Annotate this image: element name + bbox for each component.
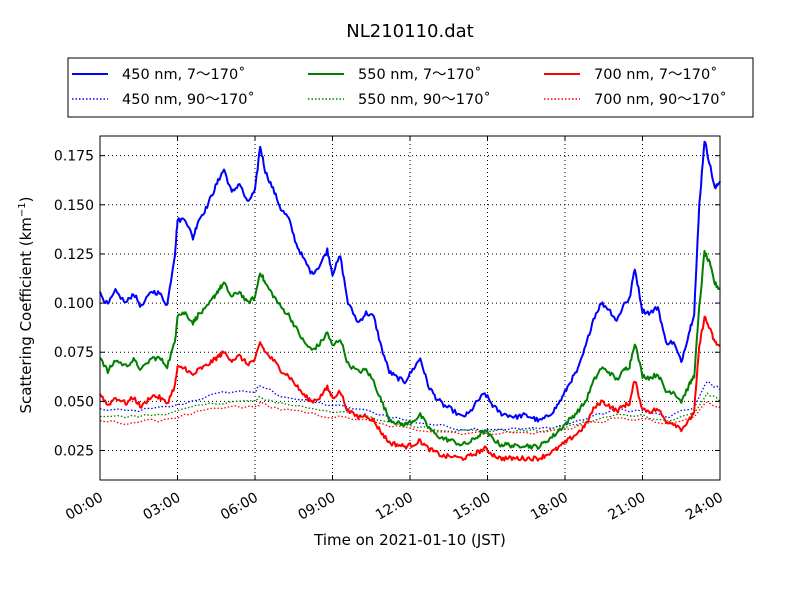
legend-box: [67, 57, 754, 118]
y-tick-label: 0.125: [54, 247, 94, 263]
y-tick-label: 0.150: [54, 198, 94, 214]
x-tick-label: 15:00: [451, 490, 494, 524]
legend-label: 700 nm, 90～170˚: [594, 91, 727, 108]
y-tick-label: 0.025: [54, 444, 94, 460]
legend-label: 450 nm, 7～170˚: [122, 66, 245, 83]
y-axis-ticks: 0.025 0.050 0.075 0.100 0.125 0.150 0.175: [54, 149, 720, 460]
series-line-450-nm-7-170: [99, 140, 721, 423]
x-tick-label: 12:00: [373, 490, 416, 524]
legend-label: 550 nm, 7～170˚: [358, 66, 481, 83]
y-axis-label-end: ): [17, 196, 35, 202]
legend: 450 nm, 7～170˚ 550 nm, 7～170˚ 700 nm, 7～17…: [67, 57, 754, 118]
x-tick-label: 06:00: [218, 490, 261, 524]
chart-title: NL210110.dat: [346, 21, 473, 42]
legend-label: 700 nm, 7～170˚: [594, 66, 717, 83]
x-tick-label: 18:00: [528, 490, 571, 524]
legend-label: 450 nm, 90～170˚: [122, 91, 255, 108]
x-axis-ticks: 00:00 03:00 06:00 09:00 12:00 15:00 18:00 21:00…: [63, 136, 726, 524]
y-tick-label: 0.175: [54, 149, 94, 165]
x-tick-label: 00:00: [63, 490, 106, 524]
series-group: [99, 140, 721, 462]
x-tick-label: 09:00: [296, 490, 339, 524]
y-tick-label: 0.100: [54, 296, 94, 312]
series-line-700-nm-7-170: [99, 315, 721, 462]
series-line-550-nm-7-170: [99, 249, 721, 450]
x-tick-label: 21:00: [606, 490, 649, 524]
series-line-700-nm-90-170: [99, 401, 721, 436]
series-line-550-nm-90-170: [99, 392, 721, 433]
y-tick-label: 0.050: [54, 394, 94, 410]
x-tick-label: 03:00: [141, 490, 184, 524]
y-tick-label: 0.075: [54, 345, 94, 361]
y-axis-label-main: Scattering Coefficient (km: [17, 217, 35, 413]
legend-label: 550 nm, 90～170˚: [358, 91, 491, 108]
series-line-450-nm-90-170: [99, 380, 721, 432]
y-axis-label-sup: −1: [17, 202, 28, 217]
x-axis-label: Time on 2021-01-10 (JST): [313, 531, 506, 549]
x-tick-label: 24:00: [683, 490, 726, 524]
y-axis-label: Scattering Coefficient (km−1): [17, 196, 35, 413]
